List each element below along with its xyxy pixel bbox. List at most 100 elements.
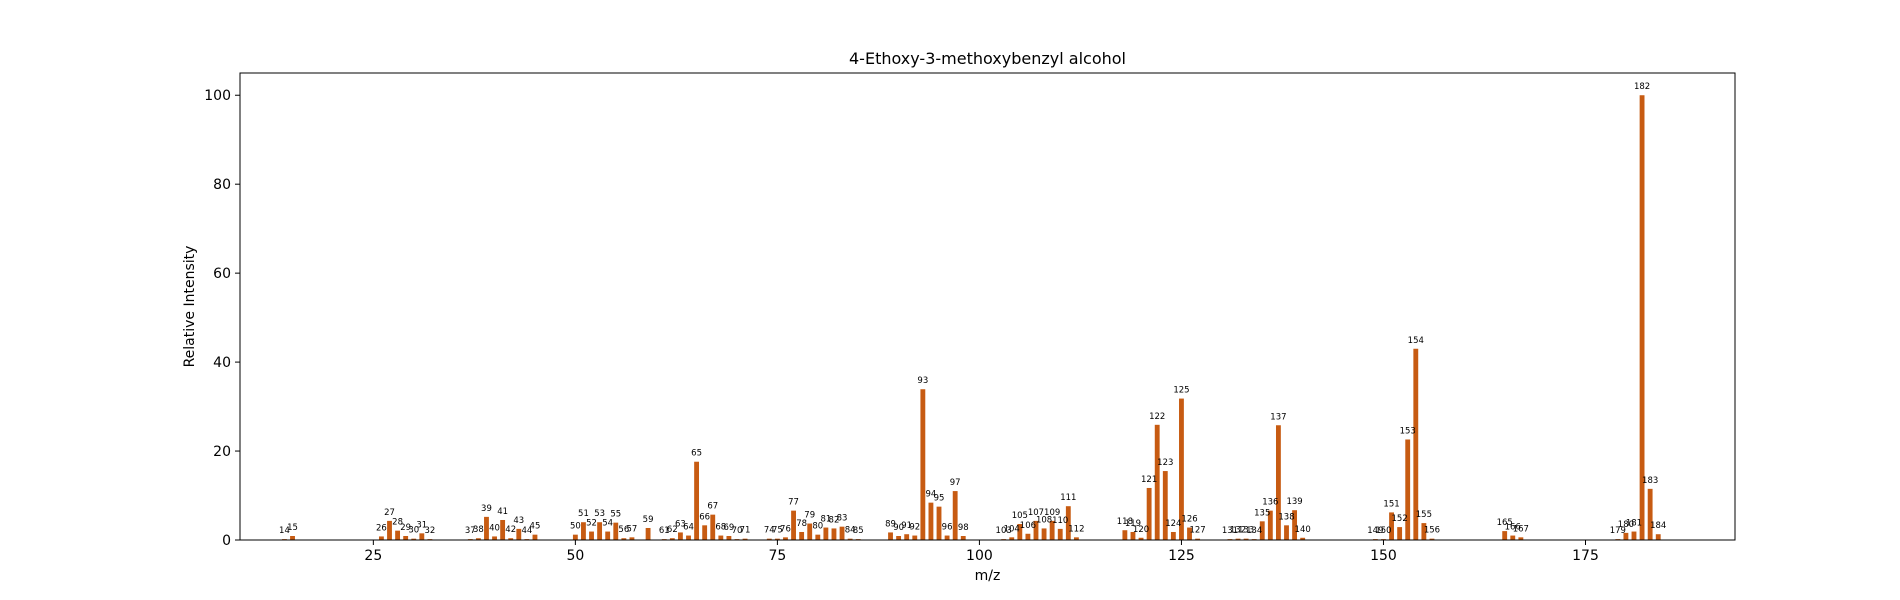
peak-label-54: 54	[602, 519, 613, 529]
bar-mz-120	[1138, 537, 1144, 540]
peak-label-112: 112	[1068, 524, 1084, 534]
bar-mz-95	[936, 506, 942, 540]
bar-mz-151	[1389, 512, 1394, 540]
bar-mz-96	[944, 535, 950, 540]
bar-mz-167	[1518, 537, 1524, 540]
bar-mz-165	[1502, 531, 1508, 540]
bar-mz-122	[1154, 424, 1160, 540]
bar-mz-132	[1235, 538, 1241, 540]
peak-label-98: 98	[958, 523, 969, 533]
peak-label-69: 69	[723, 523, 734, 533]
bar-mz-140	[1300, 537, 1306, 540]
peak-label-32: 32	[424, 526, 435, 536]
peak-label-71: 71	[740, 526, 751, 536]
bar-mz-39	[484, 516, 489, 540]
bar-mz-125	[1179, 398, 1184, 540]
bar-mz-77	[791, 510, 796, 540]
peak-label-41: 41	[497, 507, 508, 517]
y-tick-label-40: 40	[213, 355, 231, 371]
peak-label-133: 133	[1238, 526, 1254, 536]
bar-mz-71	[742, 538, 748, 540]
peak-label-126: 126	[1181, 515, 1197, 525]
peak-label-153: 153	[1400, 426, 1416, 436]
peak-label-120: 120	[1133, 525, 1149, 535]
x-tick-label-175: 175	[1572, 548, 1599, 564]
peak-label-76: 76	[780, 524, 791, 534]
peak-label-107: 107	[1028, 508, 1044, 518]
peak-label-82: 82	[829, 515, 840, 525]
peak-label-183: 183	[1642, 476, 1658, 486]
peak-label-92: 92	[909, 523, 920, 533]
peak-label-149: 149	[1367, 526, 1383, 536]
peak-label-38: 38	[473, 525, 484, 535]
peak-label-109: 109	[1044, 508, 1060, 518]
bar-mz-29	[403, 536, 409, 540]
bar-mz-153	[1405, 439, 1411, 540]
peak-label-89: 89	[885, 519, 896, 529]
bar-mz-137	[1275, 425, 1281, 540]
bar-mz-118	[1122, 530, 1128, 540]
bar-mz-152	[1397, 527, 1403, 540]
peak-label-93: 93	[917, 376, 928, 386]
peak-label-137: 137	[1270, 412, 1286, 422]
bar-mz-41	[500, 519, 506, 540]
bar-mz-57	[629, 537, 635, 540]
peak-label-78: 78	[796, 519, 807, 529]
x-tick-label-25: 25	[364, 548, 382, 564]
peak-label-70: 70	[732, 526, 743, 536]
peak-label-179: 179	[1610, 526, 1626, 536]
peak-label-122: 122	[1149, 412, 1165, 422]
bar-mz-26	[378, 536, 384, 540]
peak-label-39: 39	[481, 504, 492, 514]
bar-mz-80	[815, 534, 821, 540]
peak-label-103: 103	[996, 526, 1012, 536]
bar-mz-54	[605, 531, 611, 540]
bar-mz-184	[1655, 534, 1661, 540]
bar-mz-74	[766, 538, 772, 540]
peak-label-14: 14	[279, 526, 290, 536]
peak-label-151: 151	[1383, 499, 1399, 509]
peak-label-110: 110	[1052, 516, 1068, 526]
peak-label-84: 84	[845, 526, 856, 536]
x-tick-label-150: 150	[1370, 548, 1397, 564]
bar-mz-127	[1195, 538, 1201, 540]
peak-label-154: 154	[1408, 336, 1424, 346]
peak-label-83: 83	[837, 514, 848, 524]
bar-mz-136	[1267, 510, 1273, 540]
peak-label-68: 68	[715, 523, 726, 533]
peak-label-27: 27	[384, 508, 395, 518]
bar-mz-51	[581, 522, 586, 540]
peak-label-165: 165	[1497, 518, 1513, 528]
peak-label-108: 108	[1036, 515, 1052, 525]
peak-label-26: 26	[376, 523, 387, 533]
bar-mz-106	[1025, 533, 1031, 540]
bar-mz-64	[686, 535, 691, 540]
peak-label-53: 53	[594, 509, 605, 519]
bar-mz-45	[532, 534, 538, 540]
bar-mz-28	[395, 530, 401, 540]
bar-mz-82	[831, 528, 837, 540]
peak-label-31: 31	[416, 520, 427, 530]
peak-label-81: 81	[820, 515, 831, 525]
peak-label-51: 51	[578, 509, 589, 519]
bar-mz-81	[823, 527, 829, 540]
bar-mz-181	[1631, 531, 1637, 540]
peak-label-125: 125	[1173, 386, 1189, 396]
peak-label-42: 42	[505, 525, 516, 535]
bar-mz-155	[1421, 523, 1427, 540]
bar-mz-27	[387, 520, 392, 540]
bar-mz-52	[589, 531, 594, 540]
peak-label-90: 90	[893, 523, 904, 533]
bar-mz-31	[419, 533, 425, 540]
bar-mz-79	[807, 523, 813, 540]
peak-label-15: 15	[287, 523, 298, 533]
peak-label-111: 111	[1060, 493, 1076, 503]
bar-mz-92	[912, 535, 918, 540]
bar-mz-183	[1647, 488, 1653, 540]
bar-mz-67	[710, 514, 716, 540]
peak-label-85: 85	[853, 526, 864, 536]
y-tick-label-100: 100	[204, 88, 231, 104]
peak-label-106: 106	[1020, 521, 1036, 531]
bar-mz-15	[290, 536, 295, 540]
